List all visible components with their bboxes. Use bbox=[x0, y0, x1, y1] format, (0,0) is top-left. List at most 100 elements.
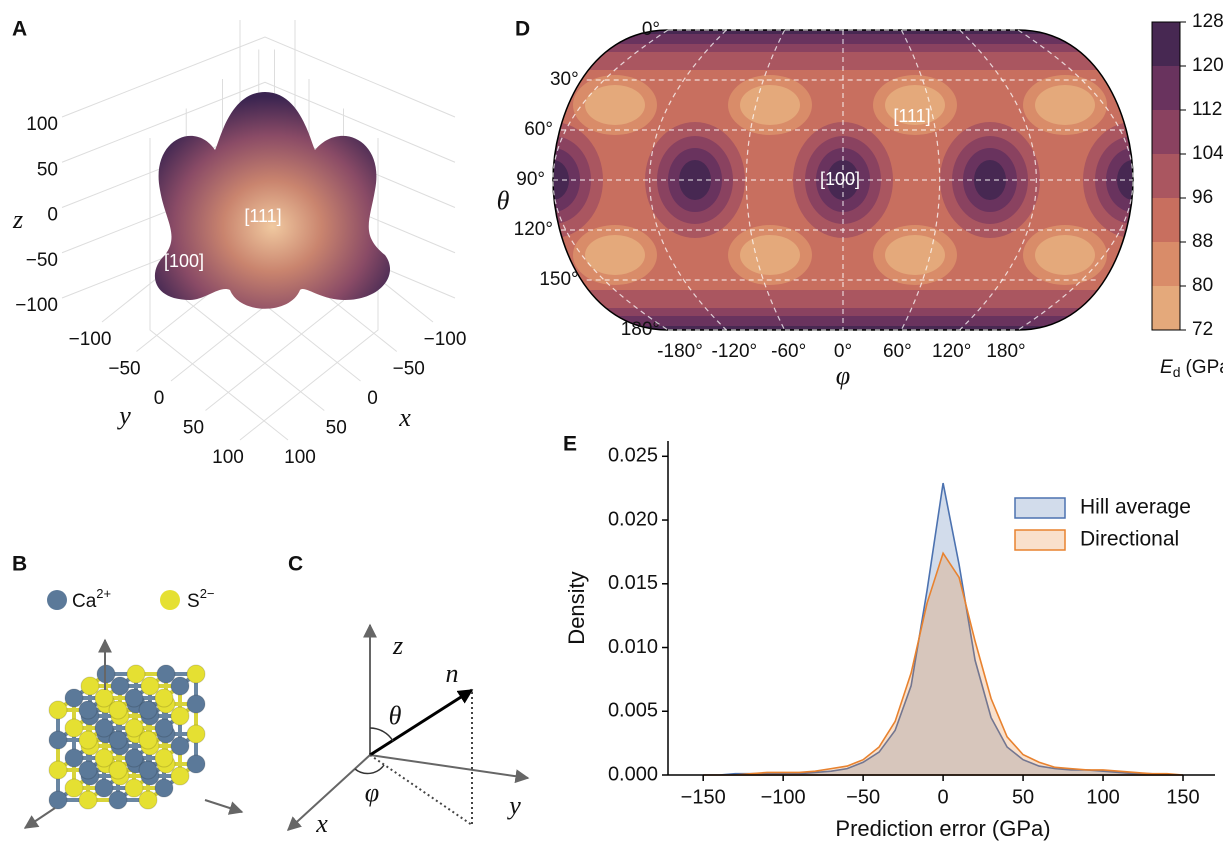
axis-label: y bbox=[506, 791, 521, 820]
x-tick-label: −100 bbox=[424, 329, 467, 350]
x-tick-label: −100 bbox=[761, 786, 806, 808]
legend-text: S2− bbox=[187, 586, 215, 612]
x-tick-label: 50 bbox=[1012, 786, 1034, 808]
y-tick-label: 90° bbox=[516, 169, 545, 190]
angle-arc bbox=[354, 764, 385, 775]
contour-region bbox=[885, 235, 945, 275]
atom bbox=[124, 688, 144, 708]
atom bbox=[170, 736, 190, 756]
y-tick-label: 0.010 bbox=[608, 636, 658, 658]
grid-line bbox=[61, 81, 456, 163]
z-tick-label: −50 bbox=[26, 250, 58, 271]
annotation: [111] bbox=[893, 106, 930, 126]
annotation: [100] bbox=[820, 169, 860, 189]
y-axis-label: y bbox=[116, 401, 131, 430]
contour-region bbox=[885, 85, 945, 125]
atom bbox=[186, 694, 206, 714]
axis-arrow bbox=[369, 754, 530, 784]
grid-line bbox=[149, 138, 289, 441]
atom bbox=[138, 730, 158, 750]
y-tick-label: −50 bbox=[108, 359, 140, 380]
atom bbox=[94, 778, 114, 798]
x-tick-label: -180° bbox=[657, 341, 703, 362]
axis-label: x bbox=[315, 809, 328, 838]
angle-arc bbox=[369, 727, 394, 742]
atom bbox=[170, 676, 190, 696]
atom bbox=[64, 718, 84, 738]
x-tick-label: 60° bbox=[883, 341, 912, 362]
atom bbox=[78, 700, 98, 720]
atom bbox=[94, 688, 114, 708]
atom bbox=[170, 706, 190, 726]
z-tick-label: 50 bbox=[37, 159, 58, 180]
surface: [111] [100] bbox=[154, 92, 391, 309]
contour-region bbox=[1117, 160, 1133, 200]
y-tick-label: 0 bbox=[154, 388, 165, 409]
colorbar-tick-label: 88 bbox=[1192, 231, 1213, 252]
atom bbox=[124, 748, 144, 768]
atom bbox=[138, 760, 158, 780]
atom bbox=[110, 676, 130, 696]
panel-e: E Prediction error (GPa) Density Hill av… bbox=[563, 433, 1215, 841]
colorbar-label: Ed(GPa) bbox=[1160, 357, 1223, 380]
y-tick-label: 150° bbox=[539, 269, 578, 290]
atom bbox=[124, 778, 144, 798]
x-tick-label: 0 bbox=[367, 388, 378, 409]
surface-shape bbox=[154, 92, 391, 309]
colorbar-tick-label: 120 bbox=[1192, 55, 1223, 76]
colorbar-band bbox=[1152, 154, 1180, 198]
panel-label: E bbox=[563, 433, 577, 456]
density-area bbox=[703, 482, 1184, 776]
atom bbox=[78, 790, 98, 810]
colorbar-tick-label: 104 bbox=[1192, 143, 1223, 164]
atom bbox=[48, 700, 68, 720]
colorbar-subscript: d bbox=[1173, 364, 1181, 380]
x-axis-label: φ bbox=[836, 361, 850, 390]
panel-c: C z n θ φ x y bbox=[286, 553, 530, 838]
contour-region bbox=[585, 235, 645, 275]
legend-swatch bbox=[160, 590, 180, 610]
contour-band bbox=[553, 290, 1133, 308]
x-axis-label: Prediction error (GPa) bbox=[835, 816, 1050, 841]
contour-region bbox=[1035, 85, 1095, 125]
y-tick-label: 60° bbox=[524, 119, 553, 140]
grid-line bbox=[239, 138, 379, 441]
colorbar-band bbox=[1152, 286, 1180, 330]
vector-n bbox=[369, 688, 474, 757]
grid-line bbox=[1017, 29, 1134, 331]
grid-line bbox=[552, 29, 669, 331]
x-tick-label: −50 bbox=[393, 359, 425, 380]
x-tick-label: 100 bbox=[284, 447, 316, 468]
axis-arrow bbox=[23, 807, 56, 829]
panel-label: A bbox=[12, 18, 27, 41]
contour-region bbox=[585, 85, 645, 125]
x-tick-label: 50 bbox=[326, 418, 347, 439]
colorbar-band bbox=[1152, 198, 1180, 242]
y-tick-label: 30° bbox=[550, 69, 579, 90]
legend-label: Directional bbox=[1080, 528, 1179, 551]
panel-d: D θ φ Ed(GPa) 0°30°60°90°120°150°180°-18… bbox=[497, 11, 1223, 390]
atom bbox=[64, 778, 84, 798]
x-tick-label: -60° bbox=[771, 341, 806, 362]
colorbar-unit: (GPa) bbox=[1185, 357, 1223, 378]
grid-line bbox=[649, 29, 727, 331]
projection bbox=[369, 754, 473, 826]
atom bbox=[154, 688, 174, 708]
x-tick-label: 180° bbox=[986, 341, 1025, 362]
axis-label: z bbox=[392, 631, 403, 660]
colorbar-band bbox=[1152, 110, 1180, 154]
contour-region bbox=[1106, 148, 1133, 212]
atom bbox=[126, 664, 146, 684]
panel-b: B Ca2+ S2− bbox=[12, 553, 244, 829]
atom bbox=[156, 664, 176, 684]
colorbar-band bbox=[1152, 66, 1180, 110]
colorbar-tick-label: 72 bbox=[1192, 319, 1213, 340]
y-tick-label: 180° bbox=[621, 319, 660, 340]
atom bbox=[138, 700, 158, 720]
y-tick-label: 0.020 bbox=[608, 508, 658, 530]
atom bbox=[170, 766, 190, 786]
atom bbox=[64, 748, 84, 768]
grid-line bbox=[900, 29, 941, 331]
atom bbox=[108, 790, 128, 810]
